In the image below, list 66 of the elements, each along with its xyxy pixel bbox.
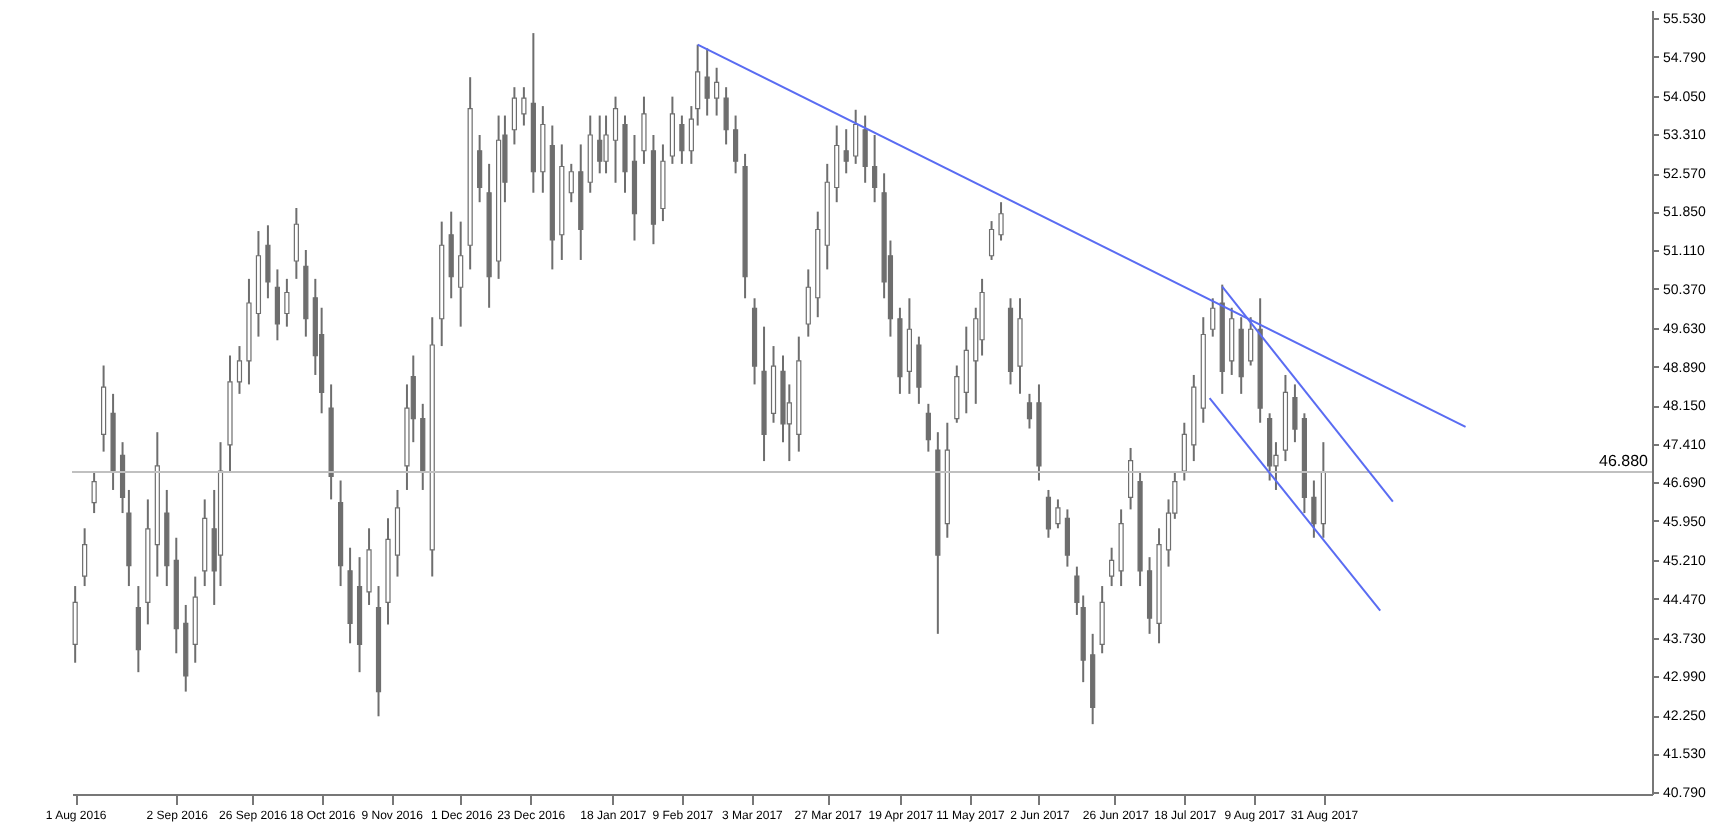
candlestick	[1181, 421, 1187, 482]
candlestick	[597, 114, 603, 175]
candlestick	[1229, 306, 1235, 376]
candlestick	[612, 95, 619, 184]
candlestick	[1248, 316, 1254, 367]
candlestick	[1267, 412, 1273, 482]
candlestick	[679, 114, 685, 165]
candlestick	[916, 335, 922, 405]
candlestick	[963, 325, 969, 415]
candlestick	[394, 488, 401, 578]
candlestick	[988, 220, 995, 261]
candlestick	[458, 220, 464, 328]
candlestick	[284, 277, 290, 328]
candlestick	[366, 527, 372, 606]
candlestick	[603, 114, 609, 175]
candlestick	[540, 105, 546, 194]
candlestick	[1311, 479, 1317, 539]
candlestick	[568, 162, 574, 204]
candlestick	[1045, 488, 1052, 539]
candlestick	[1055, 498, 1061, 530]
candlestick	[872, 133, 878, 204]
candlestick	[192, 575, 198, 664]
candlestick	[954, 364, 960, 424]
candlestick	[1099, 585, 1105, 655]
candlestick	[834, 124, 840, 204]
candlestick	[521, 86, 527, 127]
candlestick	[1017, 297, 1023, 395]
candlestick	[660, 143, 666, 223]
candlestick	[1064, 508, 1070, 568]
candlestick	[91, 470, 97, 515]
candlestick	[622, 114, 628, 194]
candlestick	[135, 585, 141, 674]
candlestick	[733, 114, 739, 175]
candlestick	[1026, 392, 1033, 430]
candlestick	[805, 268, 811, 338]
candlestick	[906, 297, 912, 395]
candlestick	[477, 133, 483, 204]
candlestick	[714, 66, 720, 117]
candlestick	[511, 86, 517, 146]
candlestick	[770, 345, 777, 424]
candlestick	[236, 345, 243, 395]
candlestick	[843, 128, 849, 175]
candlestick	[72, 585, 78, 664]
candlestick	[1210, 297, 1216, 338]
candlestick	[925, 402, 931, 453]
candlestick	[82, 527, 88, 588]
candlestick	[274, 268, 280, 342]
ref-line-label: 46.880	[1599, 452, 1650, 471]
candlestick	[853, 108, 859, 165]
candlestick	[1238, 316, 1244, 395]
candlestick	[1109, 546, 1115, 588]
candlestick	[723, 86, 729, 146]
candlestick	[862, 114, 868, 184]
candlestick	[448, 210, 454, 300]
candlestick	[704, 47, 710, 117]
candlestick	[587, 114, 593, 194]
candlestick	[669, 95, 675, 165]
candlestick	[293, 206, 299, 280]
candlestick	[641, 95, 647, 165]
candlestick	[1128, 446, 1134, 511]
candlestick	[265, 224, 271, 300]
candlestick	[1146, 556, 1153, 635]
candlestick	[1118, 508, 1124, 588]
candlestick	[101, 364, 107, 453]
candlestick	[998, 201, 1004, 242]
candlestick	[1292, 383, 1298, 444]
